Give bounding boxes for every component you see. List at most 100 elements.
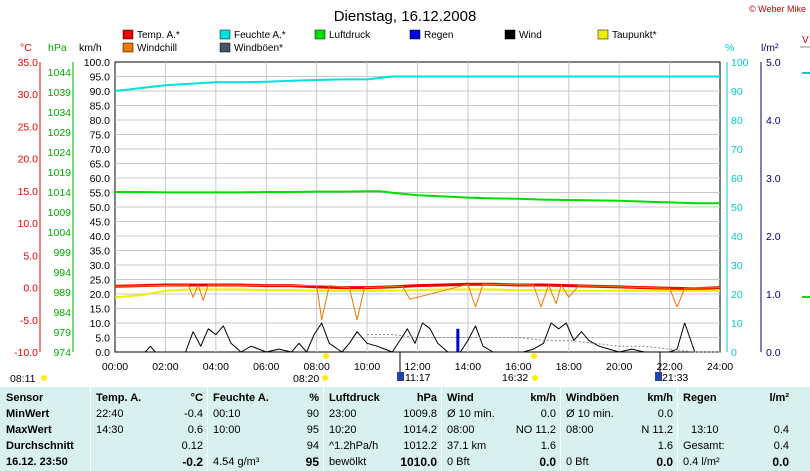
press-header: Luftdruck [329,392,380,404]
hpa-tick-label: 1034 [48,107,72,119]
x-tick-label: 24:00 [707,361,733,373]
sun-icon [323,353,329,359]
row-label-min: MinWert [6,408,50,420]
legend-label: Windböen* [234,43,283,54]
press-trend: ^1.2hPa/h [329,440,379,452]
wind-bft: 0 Bft [447,456,470,468]
rain-current-value: 0.0 [772,455,789,469]
x-tick-label: 12:00 [404,361,430,373]
temp-tick-label: 30.0 [18,89,39,101]
wind-avg-value: 1.6 [540,440,556,452]
temp-tick-label: 25.0 [18,121,39,133]
temp-max-time: 14:30 [96,424,124,436]
kmh-tick-label: 65.0 [90,159,111,171]
press-forecast: bewölkt [329,456,367,468]
pct-tick-label: 80 [731,115,743,127]
wind-max-time: 08:00 [447,424,475,436]
temp-tick-label: 0.0 [23,283,38,295]
gust-current-value: 0.0 [656,455,673,469]
temp-tick-label: -10.0 [14,347,38,359]
rain-total-value: 0.4 [773,440,789,452]
temp-tick-label: -5.0 [20,315,38,327]
temp-tick-label: 35.0 [18,57,39,69]
legend-label: Wind [519,30,542,41]
hum-current-abs: 4.54 g/m³ [213,456,260,468]
gust-bft: 0 Bft [566,456,589,468]
hum-max-time: 10:00 [213,424,241,436]
hpa-tick-label: 1019 [48,167,72,179]
rain-tick-label: 5.0 [766,57,781,69]
axis-unit-label: % [725,42,734,54]
legend-swatch [219,29,231,40]
legend-swatch [219,42,231,53]
press-current-value: 1010.0 [400,455,437,469]
gust-min-time: Ø 10 min. [566,408,614,420]
press-min-value: 1009.8 [403,408,437,420]
wind-min-value: 0.0 [540,408,556,420]
weather-chart: Dienstag, 16.12.2008 © Weber Mike Temp. … [10,4,810,385]
kmh-tick-label: 50.0 [90,202,111,214]
pct-tick-label: 0 [731,347,737,359]
gust-min-value: 0.0 [657,408,673,420]
pct-tick-label: 30 [731,260,743,272]
sun-marker-label: 08:20 [293,373,319,385]
pct-tick-label: 20 [731,289,743,301]
kmh-tick-label: 5.0 [95,333,110,345]
x-tick-label: 10:00 [354,361,380,373]
pct-tick-label: 60 [731,173,743,185]
rain-tick-label: 0.0 [766,347,781,359]
series-pressure [115,190,720,205]
temp-tick-label: 15.0 [18,186,39,198]
kmh-tick-label: 35.0 [90,246,111,258]
kmh-tick-label: 75.0 [90,130,111,142]
press-max-time: 10:20 [329,424,357,436]
pct-tick-label: 100 [731,57,749,69]
legend: Temp. A.* Feuchte A.* Luftdruck Regen Wind Ta… [122,29,657,54]
kmh-tick-label: 60.0 [90,173,111,185]
hpa-tick-label: 1014 [48,187,72,199]
temp-min-value: -0.4 [184,408,203,420]
hum-avg-value: 94 [306,440,319,452]
table-scroll-edge [793,387,810,471]
gust-header: Windböen [566,392,620,404]
rain-tick-label: 4.0 [766,115,781,127]
hum-current-value: 95 [305,455,319,469]
hpa-tick-label: 1039 [48,87,72,99]
kmh-tick-label: 45.0 [90,217,111,229]
row-label-avg: Durchschnitt [6,440,74,452]
copyright-text: © Weber Mike [749,4,806,14]
moon-icon [655,372,662,381]
sun-marker-label: 16:32 [502,372,528,384]
x-tick-label: 16:00 [505,361,531,373]
gust-column: Windböen km/h Ø 10 min. 0.0 08:00 N 11.2 1.… [560,387,677,471]
kmh-tick-label: 55.0 [90,188,111,200]
legend-swatch [314,29,326,40]
axes: 00:00 02:00 04:00 06:00 08:00 10:00 12:00 14:00… [14,35,810,373]
hpa-tick-label: 989 [53,287,71,299]
sensor-column: Sensor MinWert MaxWert Durchschnitt 16.1… [0,387,90,471]
sun-marker-label: 21:33 [662,372,688,384]
kmh-tick-label: 0.0 [95,347,110,359]
axis-unit-label: km/h [79,42,102,54]
temp-min-time: 22:40 [96,408,124,420]
kmh-tick-label: 80.0 [90,115,111,127]
x-tick-label: 00:00 [102,361,128,373]
legend-swatch [122,29,134,40]
legend-swatch [597,29,609,40]
hpa-tick-label: 999 [53,247,71,259]
wind-column: Wind km/h Ø 10 min. 0.0 08:00 NO 11.2 37.1 … [441,387,560,471]
hpa-tick-label: 994 [53,267,71,279]
temp-tick-label: 5.0 [23,250,38,262]
wind-distance: 37.1 km [447,440,487,452]
kmh-tick-label: 100.0 [84,57,110,69]
temp-max-value: 0.6 [187,424,203,436]
pct-tick-label: 90 [731,86,743,98]
wind-unit: km/h [530,392,556,404]
chart-title: Dienstag, 16.12.2008 [334,8,477,25]
sun-icon [322,375,328,381]
humidity-column: Feuchte A.% 00:10 90 10:00 95 94 4.54 g/m³… [207,387,323,471]
x-tick-label: 20:00 [606,361,632,373]
hpa-tick-label: 979 [53,327,71,339]
press-min-time: 23:00 [329,408,357,420]
pct-tick-label: 40 [731,231,743,243]
